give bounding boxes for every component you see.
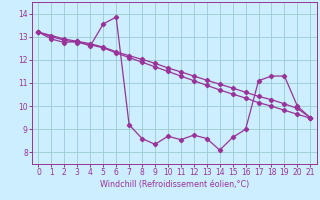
- X-axis label: Windchill (Refroidissement éolien,°C): Windchill (Refroidissement éolien,°C): [100, 180, 249, 189]
